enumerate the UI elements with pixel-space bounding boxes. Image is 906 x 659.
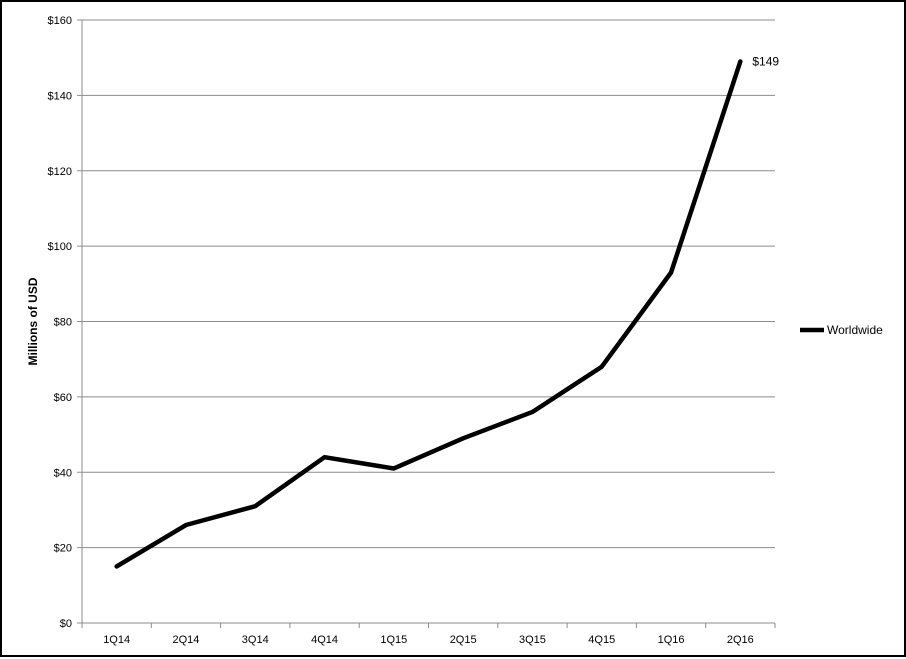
y-tick-label: $80 [54,317,72,329]
y-tick-label: $20 [54,543,72,555]
x-tick-label: 1Q14 [103,634,130,646]
legend: Worldwide [800,323,883,337]
x-axis-ticks: 1Q14 2Q14 3Q14 4Q14 1Q15 2Q15 3Q15 4Q15 1Q16 2Q16 [81,623,776,646]
x-tick-label: 1Q16 [658,634,685,646]
y-tick-label: $60 [54,392,72,404]
x-tick-label: 1Q15 [380,634,407,646]
data-label: $149 [752,54,779,68]
x-tick-label: 3Q15 [519,634,546,646]
y-tick-label: $160 [48,15,72,27]
y-tick-label: $140 [48,90,72,102]
grid-lines [82,19,775,549]
x-tick-label: 4Q14 [311,634,338,646]
x-tick-label: 2Q14 [172,634,199,646]
legend-label-worldwide: Worldwide [827,323,883,337]
y-tick-label: $40 [54,467,72,479]
y-axis-title: Millions of USD [26,277,40,365]
series-line-worldwide [114,59,743,569]
x-tick-label: 2Q15 [450,634,477,646]
y-tick-label: $100 [48,241,72,253]
annotations: $149 [752,54,779,68]
x-tick-label: 4Q15 [588,634,615,646]
y-axis-ticks: $0 $20 $40 $60 $80 $100 $120 $140 $160 [48,15,82,630]
y-tick-label: $0 [60,618,72,630]
y-tick-label: $120 [48,166,72,178]
series-group [114,59,743,569]
x-tick-label: 2Q16 [727,634,754,646]
x-tick-label: 3Q14 [242,634,269,646]
